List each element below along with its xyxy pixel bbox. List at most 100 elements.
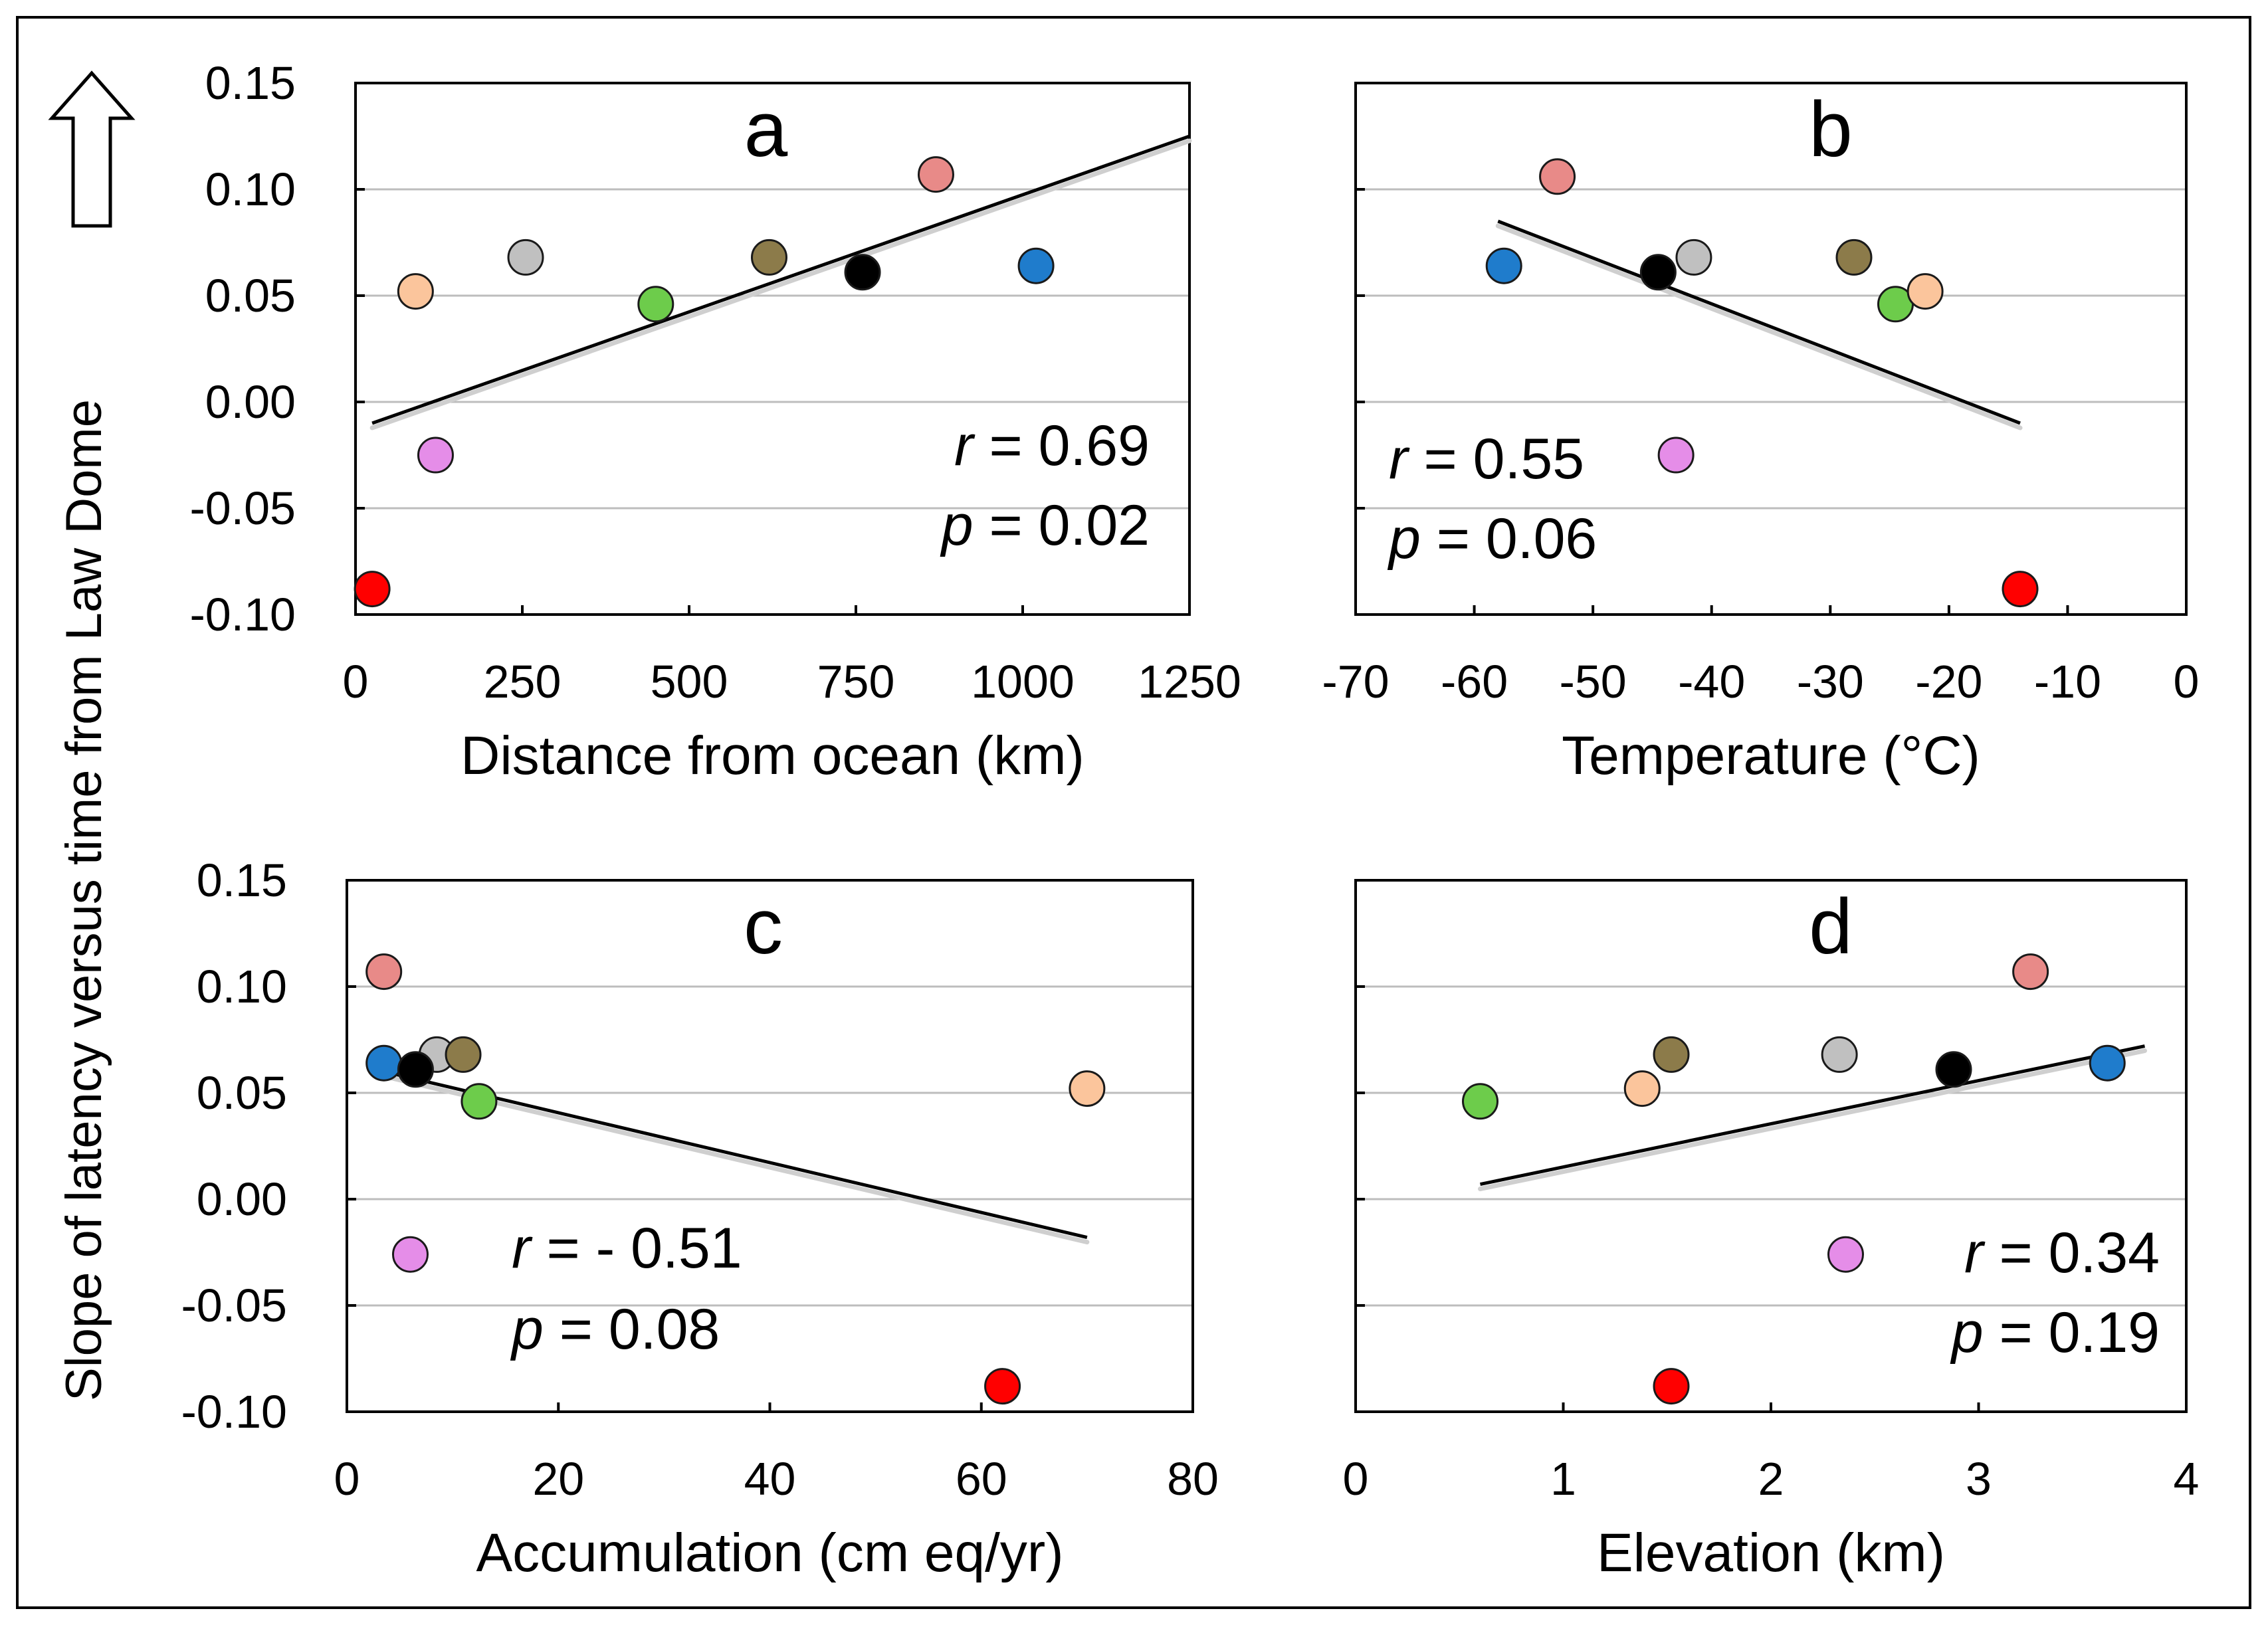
panel-letter: d	[1809, 883, 1853, 971]
data-point	[637, 286, 674, 323]
x-tick-label: 4	[2174, 1453, 2200, 1505]
r-statistic: r = 0.34	[1964, 1221, 2160, 1285]
panel-c: 0 20 40 60 80 -0.10 -0.05 0.00 0.05 0.10 0.15 Accum…	[181, 854, 1219, 1583]
figure-frame	[16, 16, 2251, 1609]
x-tick-label: 1	[1550, 1453, 1576, 1505]
data-point	[365, 1044, 403, 1082]
data-point	[1835, 239, 1873, 276]
r-value: = 0.55	[1408, 427, 1584, 491]
x-tick-label: 250	[484, 656, 562, 708]
r-statistic: r = - 0.51	[512, 1216, 742, 1280]
x-tick-label: 2	[1758, 1453, 1784, 1505]
y-tick-label: 0.10	[205, 163, 296, 215]
trendline-shadow	[381, 1074, 1090, 1245]
data-point	[1935, 1051, 1972, 1088]
y-tick-label: 0.00	[197, 1173, 287, 1225]
y-tick-label: 0.15	[197, 854, 287, 906]
r-value: = - 0.51	[531, 1216, 742, 1280]
p-symbol: p	[940, 494, 974, 557]
trendline-shadow	[1478, 1048, 2147, 1192]
data-point	[984, 1368, 1021, 1405]
data-point	[1657, 436, 1695, 474]
x-tick-label: 3	[1966, 1453, 1992, 1505]
y-tick-label: 0.10	[197, 961, 287, 1012]
data-point	[844, 254, 881, 291]
data-point	[397, 1051, 434, 1088]
r-statistic: r = 0.55	[1389, 427, 1584, 491]
data-point	[1821, 1036, 1858, 1073]
p-value: = 0.08	[544, 1297, 720, 1361]
y-tick-label: 0.05	[205, 270, 296, 322]
panel-letter: c	[744, 883, 783, 971]
data-point	[1539, 158, 1576, 195]
data-point	[1485, 247, 1522, 284]
y-tick-label: 0.00	[205, 376, 296, 428]
trendline	[1497, 219, 2021, 425]
r-symbol: r	[954, 414, 976, 478]
x-tick-label: -20	[1915, 656, 1982, 708]
data-point	[461, 1083, 498, 1120]
data-point	[917, 156, 954, 193]
data-point	[1017, 247, 1055, 284]
data-point	[365, 953, 403, 991]
x-tick-label: 20	[532, 1453, 584, 1505]
data-point	[1907, 273, 1944, 310]
data-point	[1639, 254, 1677, 291]
data-point	[1623, 1070, 1661, 1107]
x-tick-label: -60	[1441, 656, 1508, 708]
p-symbol: p	[510, 1297, 544, 1361]
x-tick-label: -10	[2034, 656, 2101, 708]
p-statistic: p = 0.08	[510, 1297, 720, 1361]
data-point	[1827, 1236, 1864, 1273]
r-symbol: r	[1964, 1221, 1986, 1285]
p-statistic: p = 0.02	[940, 494, 1150, 557]
p-value: = 0.02	[974, 494, 1150, 557]
r-symbol: r	[1389, 427, 1410, 491]
trendline	[371, 134, 1190, 425]
p-value: = 0.06	[1421, 507, 1597, 571]
x-tick-label: 0	[343, 656, 369, 708]
x-tick-label: 0	[2174, 656, 2200, 708]
panel-b: -70 -60 -50 -40 -30 -20 -10 0 Temperature (°C) b r…	[1322, 82, 2200, 786]
data-point	[1462, 1083, 1498, 1120]
y-tick-label: 0.15	[205, 57, 296, 109]
x-tick-label: 0	[1343, 1453, 1369, 1505]
data-point	[417, 436, 454, 474]
x-tick-label: 1250	[1138, 656, 1241, 708]
data-point	[750, 239, 787, 276]
x-tick-label: 0	[334, 1453, 360, 1505]
x-axis-label: Accumulation (cm eq/yr)	[476, 1523, 1063, 1583]
data-point	[391, 1236, 429, 1273]
x-tick-label: 80	[1167, 1453, 1219, 1505]
x-tick-label: 500	[651, 656, 728, 708]
p-symbol: p	[1387, 507, 1421, 571]
p-statistic: p = 0.19	[1950, 1301, 2160, 1365]
trendline-shadow	[1495, 223, 2023, 430]
y-tick-label: 0.05	[197, 1067, 287, 1119]
x-tick-label: 1000	[971, 656, 1075, 708]
data-point	[1653, 1036, 1690, 1073]
x-tick-label: -30	[1797, 656, 1864, 708]
panel-letter: b	[1809, 86, 1853, 173]
panel-letter: a	[744, 86, 788, 173]
x-tick-label: -70	[1322, 656, 1389, 708]
y-tick-label: -0.10	[189, 589, 296, 640]
data-point	[1653, 1368, 1690, 1405]
x-tick-label: 60	[956, 1453, 1007, 1505]
trendline-shadow	[369, 138, 1192, 430]
p-value: = 0.19	[1984, 1301, 2160, 1365]
x-axis-label: Distance from ocean (km)	[461, 725, 1084, 786]
data-point	[1675, 239, 1712, 276]
y-axis-label: Slope of latency versus time from Law Do…	[56, 399, 112, 1401]
data-point	[445, 1036, 482, 1073]
x-axis-label: Temperature (°C)	[1562, 725, 1980, 786]
p-statistic: p = 0.06	[1387, 507, 1597, 571]
data-point	[507, 239, 544, 276]
data-point	[1069, 1070, 1106, 1107]
y-tick-label: -0.05	[181, 1280, 287, 1331]
y-tick-label: -0.10	[181, 1386, 287, 1438]
x-tick-label: 40	[744, 1453, 796, 1505]
plot-frame	[354, 82, 1191, 616]
